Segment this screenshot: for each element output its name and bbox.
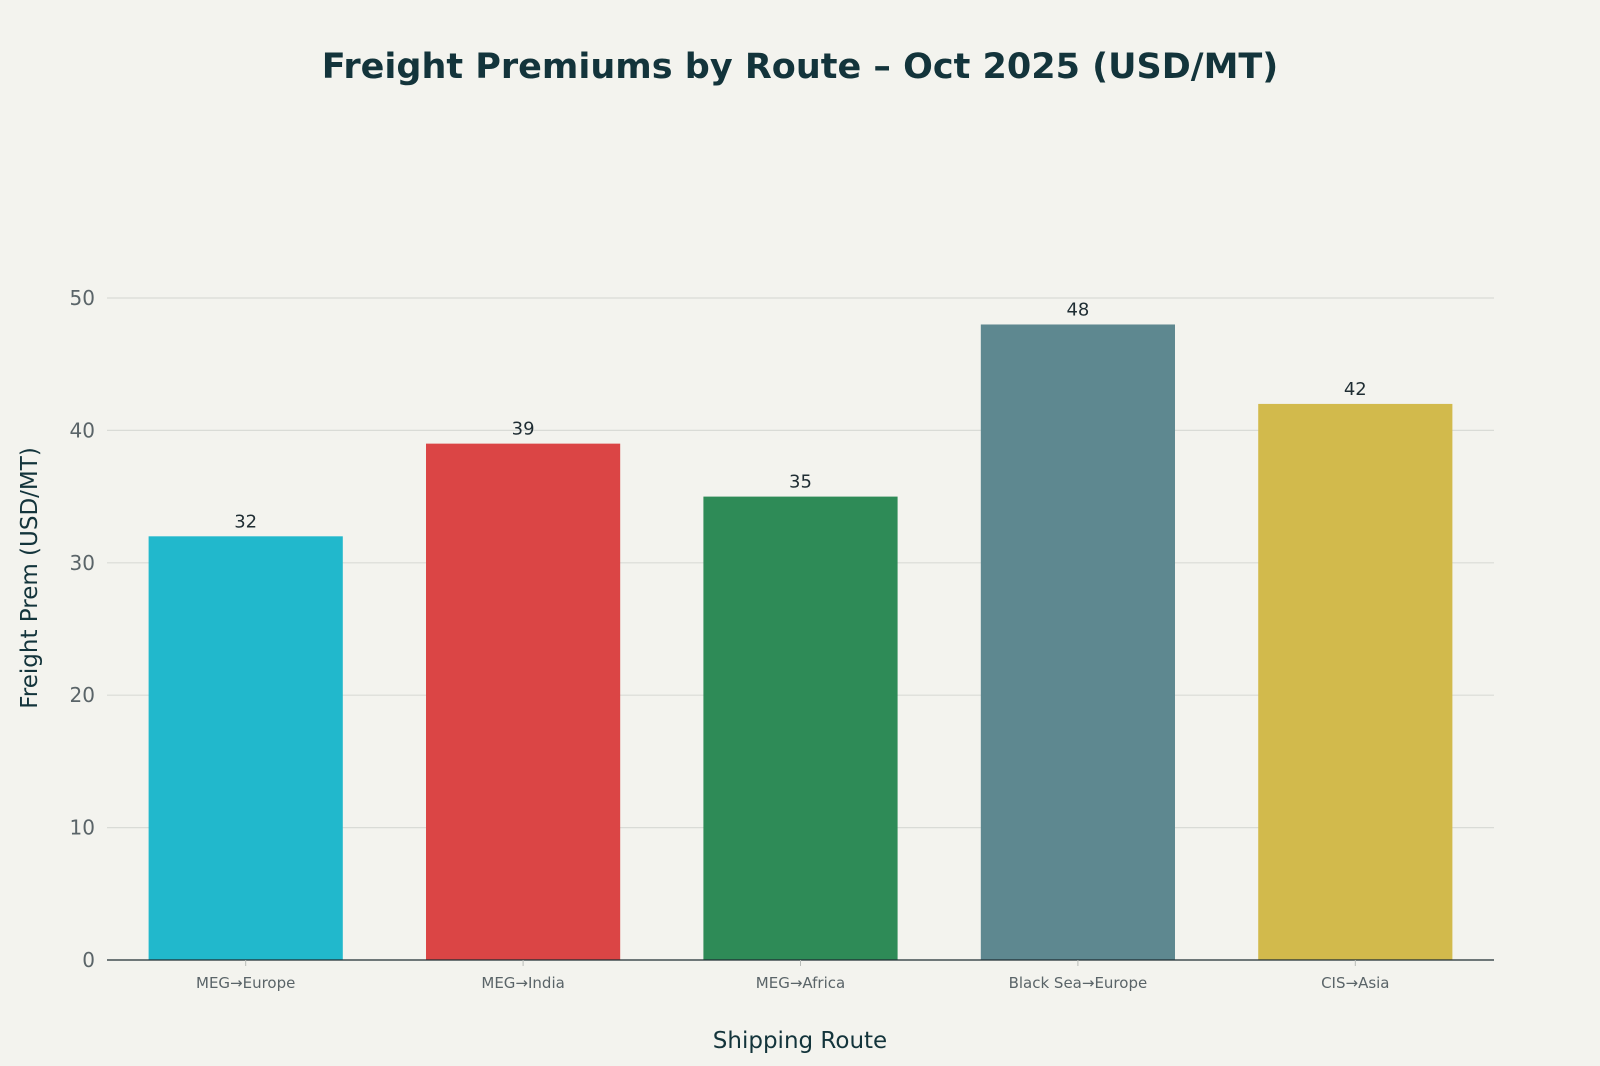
value-label-cis-asia: 42 bbox=[1344, 379, 1367, 400]
bar-meg-africa bbox=[703, 496, 898, 960]
chart-title: Freight Premiums by Route – Oct 2025 (US… bbox=[322, 47, 1279, 87]
x-tick-label-meg-africa: MEG→Africa bbox=[756, 974, 845, 992]
value-label-meg-india: 39 bbox=[512, 419, 535, 440]
y-tick-label-10: 10 bbox=[70, 816, 95, 840]
bar-black-sea-europe bbox=[980, 324, 1175, 961]
value-label-meg-europe: 32 bbox=[234, 511, 257, 532]
value-labels: 32 39 35 48 42 bbox=[234, 299, 1367, 532]
y-tick-label-0: 0 bbox=[82, 948, 95, 972]
x-tick-label-meg-india: MEG→India bbox=[481, 974, 564, 992]
x-axis-title: Shipping Route bbox=[713, 1028, 887, 1054]
value-label-meg-africa: 35 bbox=[789, 472, 812, 493]
y-tick-label-40: 40 bbox=[70, 418, 95, 442]
y-axis-title: Freight Prem (USD/MT) bbox=[17, 447, 43, 709]
bar-meg-europe bbox=[148, 536, 343, 960]
y-tick-label-50: 50 bbox=[70, 286, 95, 310]
y-tick-label-20: 20 bbox=[70, 683, 95, 707]
y-tick-label-30: 30 bbox=[70, 551, 95, 575]
x-tick-label-black-sea-europe: Black Sea→Europe bbox=[1009, 974, 1148, 992]
value-label-black-sea-europe: 48 bbox=[1066, 299, 1089, 320]
bar-meg-india bbox=[426, 443, 621, 960]
x-tick-label-meg-europe: MEG→Europe bbox=[196, 974, 295, 992]
x-tick-label-cis-asia: CIS→Asia bbox=[1321, 974, 1389, 992]
x-axis-ticks: MEG→Europe MEG→India MEG→Africa Black Sea→E… bbox=[196, 960, 1390, 992]
bars bbox=[148, 324, 1453, 961]
bar-cis-asia bbox=[1258, 403, 1453, 960]
y-axis-ticks: 0 10 20 30 40 50 bbox=[70, 286, 95, 972]
